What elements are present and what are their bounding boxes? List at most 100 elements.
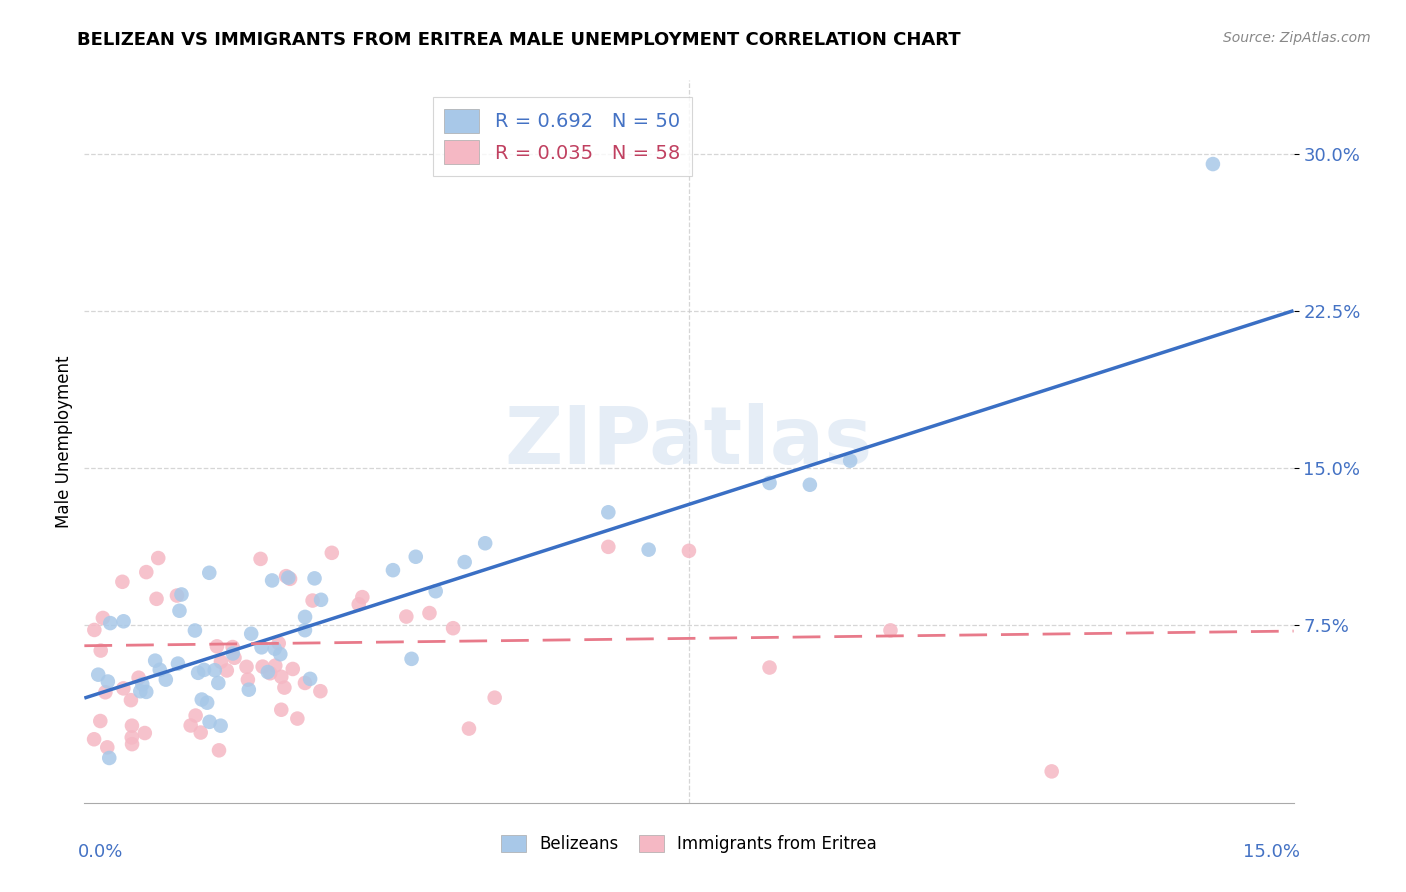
Point <box>299 672 322 686</box>
Point <box>191 692 214 706</box>
Point <box>285 712 308 726</box>
Point <box>143 654 166 668</box>
Point <box>155 673 177 687</box>
Point <box>184 708 207 723</box>
Text: Source: ZipAtlas.com: Source: ZipAtlas.com <box>1223 31 1371 45</box>
Point <box>129 684 152 698</box>
Point <box>381 563 404 577</box>
Point <box>301 593 323 607</box>
Point <box>259 666 281 681</box>
Point <box>170 587 193 601</box>
Point <box>598 540 620 554</box>
Point <box>209 655 232 669</box>
Point <box>294 676 316 690</box>
Point <box>97 674 120 689</box>
Point <box>425 584 447 599</box>
Point <box>257 665 280 679</box>
Legend: Belizeans, Immigrants from Eritrea: Belizeans, Immigrants from Eritrea <box>495 828 883 860</box>
Point <box>294 610 316 624</box>
Text: 15.0%: 15.0% <box>1243 843 1299 861</box>
Point <box>598 505 620 519</box>
Point <box>879 624 901 638</box>
Point <box>221 640 243 654</box>
Point <box>120 693 142 707</box>
Point <box>758 475 780 490</box>
Point <box>484 690 506 705</box>
Point <box>637 542 659 557</box>
Point <box>145 591 167 606</box>
Point <box>208 743 231 757</box>
Point <box>131 677 153 691</box>
Point <box>347 598 370 612</box>
Point <box>148 551 170 566</box>
Point <box>83 732 105 747</box>
Point <box>135 565 157 579</box>
Point <box>1040 764 1063 779</box>
Point <box>198 566 221 580</box>
Point <box>87 667 110 681</box>
Point <box>267 636 290 650</box>
Point <box>112 615 135 629</box>
Point <box>273 681 295 695</box>
Point <box>224 650 246 665</box>
Point <box>405 549 427 564</box>
Point <box>91 611 114 625</box>
Point <box>250 640 273 655</box>
Point <box>238 682 260 697</box>
Point <box>458 722 481 736</box>
Point <box>222 647 245 661</box>
Point <box>236 673 259 687</box>
Point <box>207 676 229 690</box>
Point <box>96 740 118 755</box>
Point <box>98 616 121 631</box>
Point <box>98 751 121 765</box>
Point <box>94 685 117 699</box>
Point <box>278 572 301 586</box>
Point <box>235 660 257 674</box>
Point <box>111 574 134 589</box>
Text: 0.0%: 0.0% <box>79 843 124 861</box>
Point <box>195 696 218 710</box>
Point <box>240 626 263 640</box>
Point <box>758 660 780 674</box>
Point <box>294 624 316 638</box>
Point <box>169 604 191 618</box>
Point <box>263 641 285 656</box>
Point <box>274 569 297 583</box>
Text: BELIZEAN VS IMMIGRANTS FROM ERITREA MALE UNEMPLOYMENT CORRELATION CHART: BELIZEAN VS IMMIGRANTS FROM ERITREA MALE… <box>77 31 960 49</box>
Point <box>187 665 209 680</box>
Point <box>121 737 143 751</box>
Point <box>166 589 188 603</box>
Point <box>269 647 291 661</box>
Point <box>262 574 284 588</box>
Y-axis label: Male Unemployment: Male Unemployment <box>55 355 73 528</box>
Point <box>167 657 190 671</box>
Point <box>198 714 221 729</box>
Point <box>204 663 226 677</box>
Point <box>799 477 821 491</box>
Point <box>1202 157 1225 171</box>
Point <box>184 624 207 638</box>
Point <box>193 663 215 677</box>
Point <box>304 571 326 585</box>
Point <box>209 719 232 733</box>
Point <box>205 640 228 654</box>
Point <box>180 718 202 732</box>
Point <box>441 621 464 635</box>
Point <box>839 453 862 467</box>
Text: ZIPatlas: ZIPatlas <box>505 402 873 481</box>
Point <box>190 725 212 739</box>
Point <box>401 652 423 666</box>
Point <box>418 606 440 620</box>
Point <box>474 536 496 550</box>
Point <box>281 662 304 676</box>
Point <box>395 609 418 624</box>
Point <box>135 685 157 699</box>
Point <box>309 592 332 607</box>
Point <box>134 726 156 740</box>
Point <box>249 552 271 566</box>
Point <box>270 670 292 684</box>
Point <box>252 659 274 673</box>
Point <box>121 731 143 745</box>
Point <box>149 663 172 677</box>
